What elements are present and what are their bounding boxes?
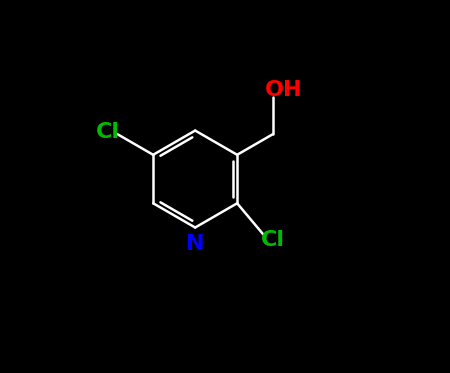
Text: OH: OH [265,79,303,100]
Text: Cl: Cl [96,122,120,142]
Text: Cl: Cl [261,230,285,250]
Text: N: N [186,234,204,254]
